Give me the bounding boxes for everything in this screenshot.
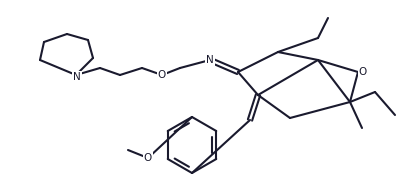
Text: O: O (144, 153, 152, 163)
Text: O: O (359, 67, 367, 77)
Text: O: O (158, 70, 166, 80)
Text: N: N (73, 72, 81, 82)
Text: N: N (206, 55, 214, 65)
